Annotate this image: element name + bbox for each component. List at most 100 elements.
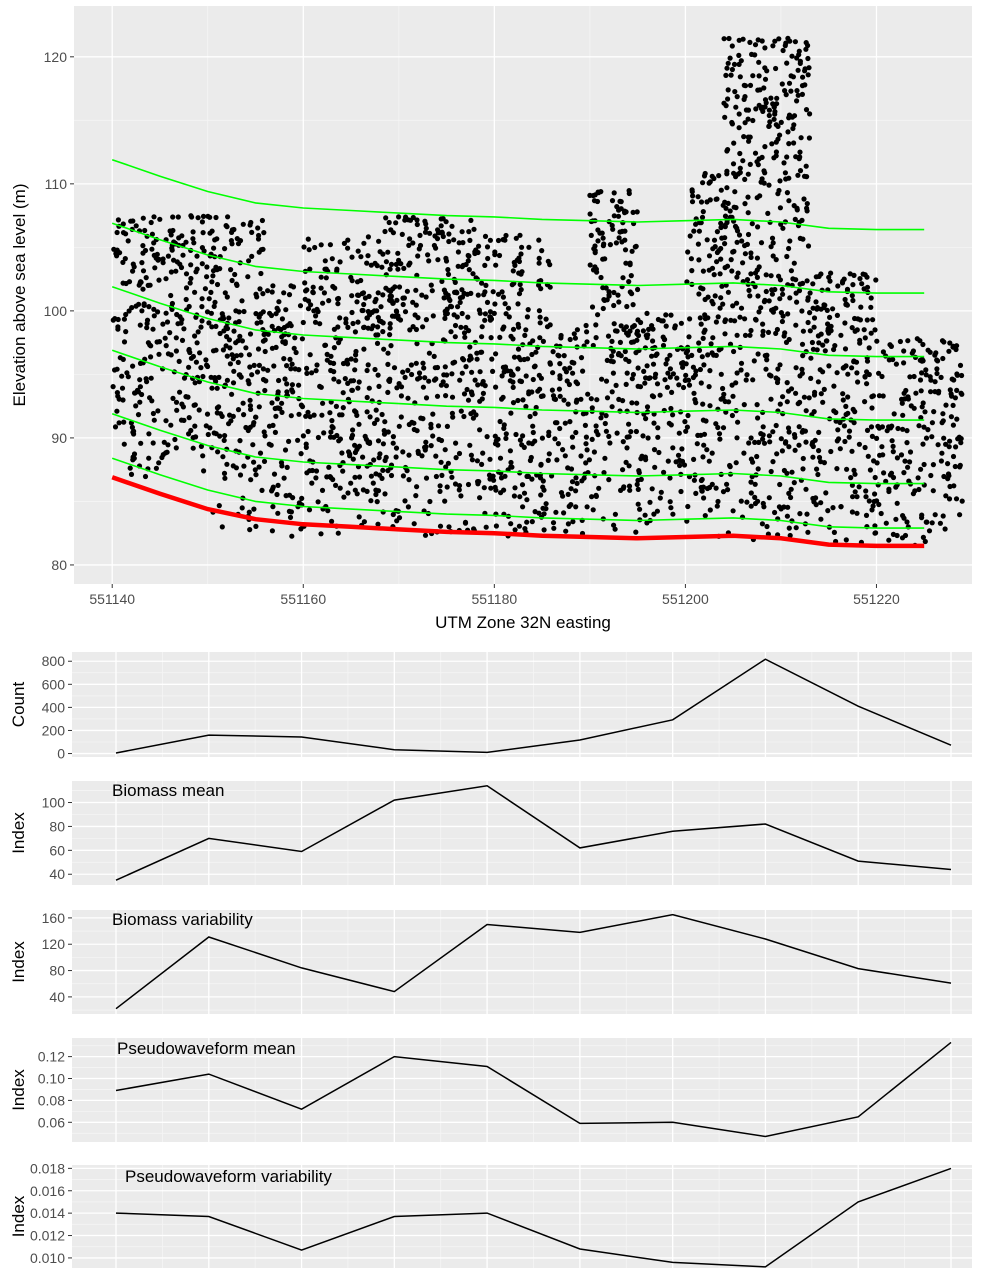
scatter-point <box>756 309 762 315</box>
scatter-point <box>769 287 775 293</box>
scatter-point <box>170 214 176 220</box>
scatter-point <box>415 315 421 321</box>
scatter-point <box>793 365 799 371</box>
scatter-point <box>245 378 251 384</box>
scatter-point <box>722 398 728 405</box>
scatter-point <box>326 464 332 470</box>
scatter-point <box>711 352 717 358</box>
scatter-point <box>373 491 379 498</box>
scatter-point <box>205 363 211 370</box>
scatter-point <box>289 533 295 539</box>
scatter-point <box>458 408 464 414</box>
scatter-point <box>320 400 326 406</box>
scatter-point <box>209 279 215 285</box>
scatter-point <box>630 371 637 378</box>
scatter-point <box>255 346 262 352</box>
scatter-point <box>110 384 116 390</box>
scatter-point <box>699 354 705 360</box>
scatter-point <box>649 393 656 399</box>
scatter-point <box>385 350 391 356</box>
scatter-point <box>821 386 827 392</box>
scatter-point <box>622 247 629 253</box>
scatter-point <box>932 512 938 518</box>
scatter-point <box>437 483 443 489</box>
x-tick-label: 551200 <box>662 591 709 607</box>
scatter-point <box>904 519 910 525</box>
scatter-point <box>603 285 609 291</box>
scatter-point <box>260 366 266 372</box>
scatter-point <box>724 481 730 487</box>
scatter-point <box>736 61 742 67</box>
scatter-point <box>759 176 765 182</box>
scatter-point <box>550 520 557 526</box>
scatter-point <box>868 424 875 430</box>
scatter-point <box>802 82 808 88</box>
scatter-point <box>779 448 786 454</box>
scatter-point <box>452 481 459 487</box>
scatter-point <box>517 437 524 443</box>
scatter-point <box>777 205 784 211</box>
scatter-point <box>229 352 235 358</box>
scatter-point <box>846 428 853 434</box>
scatter-point <box>500 364 506 370</box>
scatter-point <box>335 530 341 536</box>
scatter-point <box>458 493 464 499</box>
scatter-point <box>572 335 579 341</box>
scatter-point <box>226 337 232 343</box>
scatter-point <box>793 290 799 296</box>
scatter-point <box>431 353 437 359</box>
scatter-point <box>333 482 339 488</box>
scatter-point <box>696 291 702 297</box>
scatter-point <box>426 258 432 264</box>
scatter-point <box>495 237 502 244</box>
scatter-point <box>775 191 781 197</box>
scatter-point <box>454 314 460 320</box>
scatter-point <box>583 460 589 466</box>
scatter-point <box>503 311 509 317</box>
scatter-point <box>879 373 885 380</box>
scatter-point <box>777 178 783 184</box>
scatter-point <box>439 278 445 284</box>
scatter-point <box>578 396 584 402</box>
scatter-point <box>112 316 118 322</box>
scatter-point <box>917 377 924 383</box>
scatter-point <box>221 437 227 443</box>
scatter-point <box>130 429 136 435</box>
scatter-point <box>596 485 602 491</box>
scatter-point <box>620 275 626 281</box>
scatter-point <box>788 73 794 79</box>
panel-annotation: Biomass mean <box>112 781 224 800</box>
scatter-point <box>482 317 488 323</box>
x-tick-label: 551140 <box>89 591 135 607</box>
scatter-point <box>518 287 524 293</box>
scatter-point <box>379 475 385 481</box>
scatter-point <box>785 504 791 510</box>
y-tick-label: 120 <box>44 49 68 65</box>
scatter-point <box>762 45 768 51</box>
scatter-point <box>160 321 166 327</box>
scatter-point <box>164 319 171 325</box>
scatter-point <box>634 328 641 334</box>
scatter-point <box>934 366 940 372</box>
scatter-point <box>323 275 329 281</box>
scatter-point <box>428 421 434 427</box>
scatter-point <box>188 213 194 219</box>
scatter-point <box>198 324 204 330</box>
scatter-point <box>698 321 704 327</box>
scatter-point <box>353 409 359 415</box>
scatter-point <box>439 472 445 478</box>
scatter-point <box>731 170 737 176</box>
scatter-point <box>445 271 452 277</box>
scatter-point <box>884 428 890 434</box>
scatter-point <box>742 201 748 207</box>
scatter-point <box>724 185 730 191</box>
scatter-point <box>144 325 150 331</box>
scatter-point <box>131 455 137 461</box>
scatter-point <box>417 232 423 238</box>
scatter-point <box>121 441 127 447</box>
scatter-point <box>240 400 246 406</box>
scatter-point <box>890 443 896 449</box>
y-axis-title: Index <box>9 812 28 854</box>
scatter-point <box>186 364 192 370</box>
scatter-point <box>643 457 649 463</box>
